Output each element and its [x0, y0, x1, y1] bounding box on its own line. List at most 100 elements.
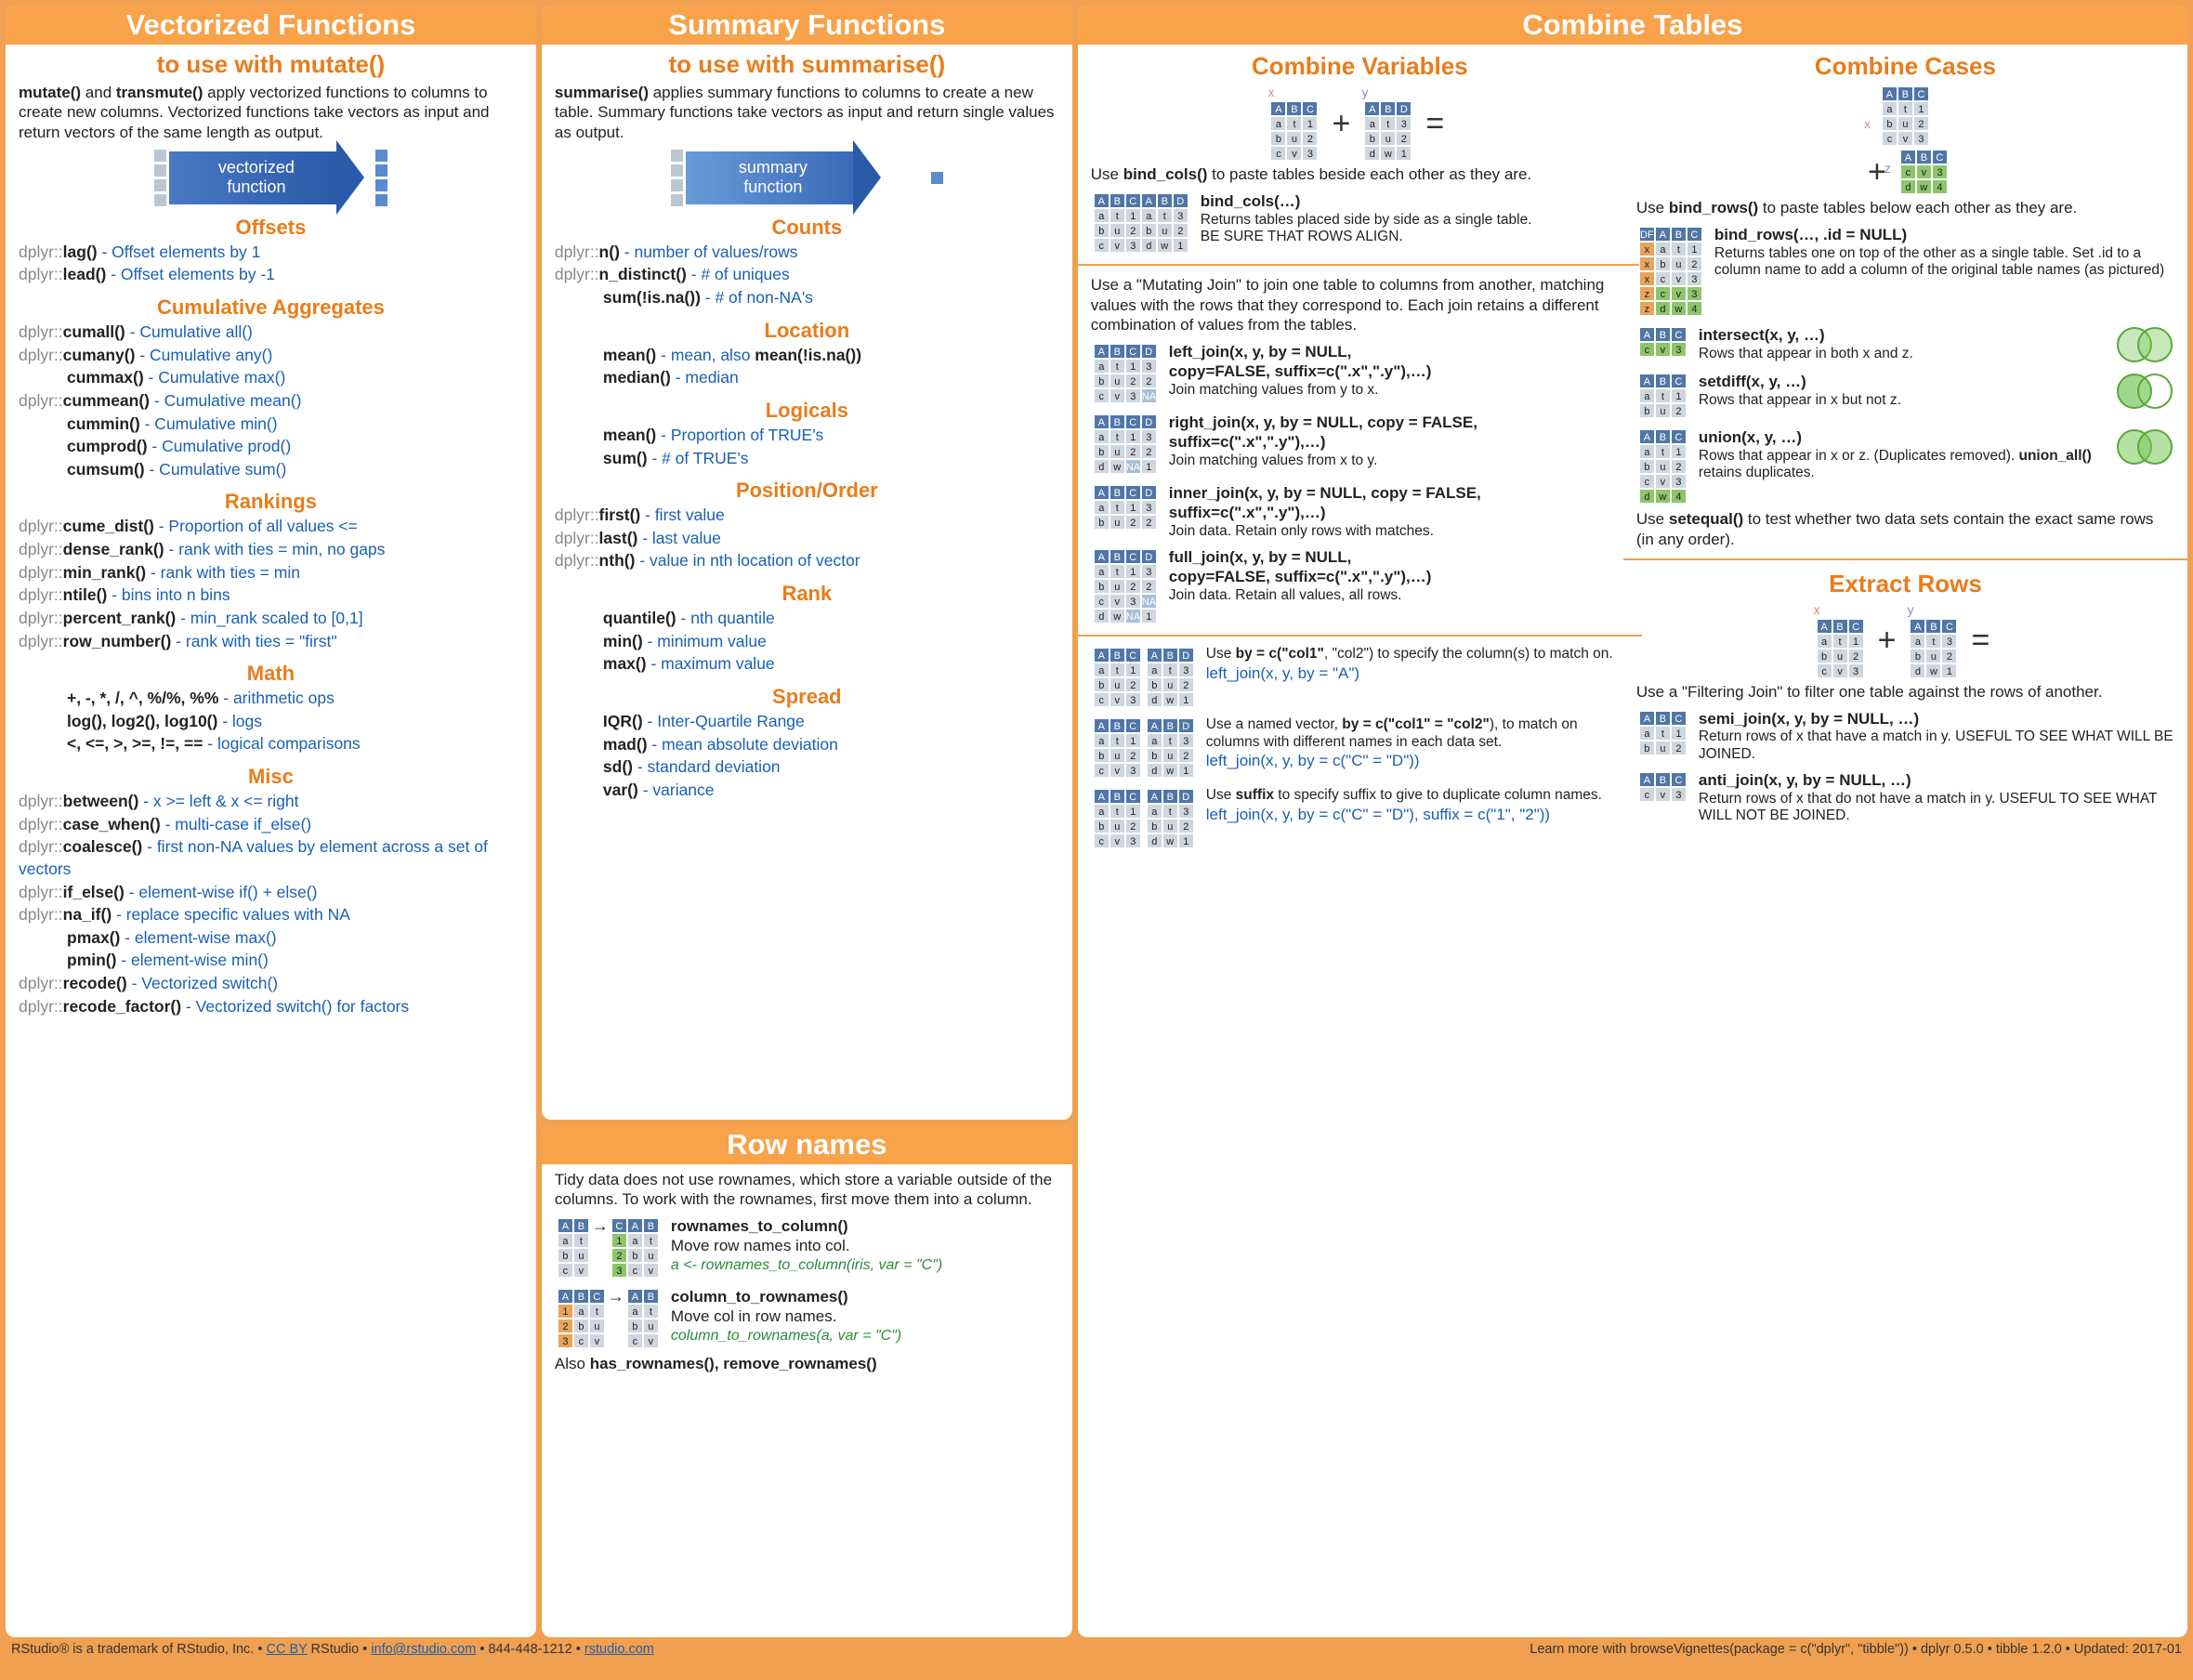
list-item: dplyr::min_rank() - rank with ties = min	[19, 562, 523, 584]
cc-by-link[interactable]: CC BY	[266, 1642, 307, 1657]
fn-summarise: summarise()	[555, 84, 649, 101]
mini-table: ABatbucv	[558, 1218, 589, 1278]
arrow: summary function	[686, 151, 853, 204]
list-item: sd() - standard deviation	[555, 756, 1059, 779]
list-item: +, -, *, /, ^, %/%, %% - arithmetic ops	[19, 688, 523, 710]
fn-has-rownames: has_rownames(), remove_rownames()	[590, 1355, 877, 1372]
panel-title: Summary Functions	[542, 6, 1072, 45]
mini-table: ABDat3bu2dw1	[1364, 101, 1412, 161]
list-item: dplyr::n() - number of values/rows	[555, 242, 1059, 264]
section-heading: Rank	[555, 582, 1059, 606]
list-item: cumsum() - Cumulative sum()	[19, 459, 523, 481]
list-item: mean() - mean, also mean(!is.na())	[555, 345, 1059, 367]
mini-table: ABC1at2bu3cv	[558, 1289, 605, 1348]
list-item: dplyr::between() - x >= left & x <= righ…	[19, 791, 523, 813]
list-item: mean() - Proportion of TRUE's	[555, 425, 1059, 447]
list-item: dplyr::last() - last value	[555, 528, 1059, 550]
mini-table: ABDat3bu2dw1	[1147, 789, 1194, 848]
list-item: cummin() - Cumulative min()	[19, 413, 523, 436]
list-item: median() - median	[555, 367, 1059, 389]
site-link[interactable]: rstudio.com	[584, 1642, 654, 1657]
list-item: dplyr::lead() - Offset elements by -1	[19, 264, 523, 286]
list-item: max() - maximum value	[555, 653, 1059, 676]
mini-table: ABCcv3	[1639, 327, 1687, 357]
venn-icon	[2115, 325, 2174, 364]
mini-table: ABCat3bu2dw1	[1910, 619, 1957, 678]
section-heading: Offsets	[19, 216, 523, 240]
fn-transmute: transmute()	[116, 84, 204, 101]
list-item: quantile() - nth quantile	[555, 608, 1059, 630]
col-combine: Combine Tables Combine Variables xABCat1…	[1078, 6, 2187, 1637]
mini-table: ABCDat13bu22	[1094, 485, 1157, 530]
list-item: dplyr::if_else() - element-wise if() + e…	[19, 882, 523, 904]
venn-icon	[2115, 372, 2174, 411]
venn-icon	[2115, 427, 2174, 466]
panel-title: Row names	[542, 1125, 1072, 1164]
by-spec-row: ABCat1bu2cv3ABDat3bu2dw1 Use suffix to s…	[1091, 787, 1629, 850]
panel-title: Vectorized Functions	[6, 6, 536, 45]
mini-table: ABDat3bu2dw1	[1147, 648, 1194, 707]
section-heading: Spread	[555, 685, 1059, 709]
set-op-row: ABCat1bu2 setdiff(x, y, …)Rows that appe…	[1636, 372, 2174, 420]
mini-table: ABCat1bu2cv3	[1094, 648, 1141, 707]
fn-column-to-rownames: column_to_rownames()	[671, 1287, 1059, 1306]
panel-vectorized: Vectorized Functions to use with mutate(…	[6, 6, 536, 1637]
blurb: mutate() and transmute() apply vectorize…	[19, 83, 523, 142]
set-op-row: ABCcv3 intersect(x, y, …)Rows that appea…	[1636, 325, 2174, 364]
list-item: dplyr::cumany() - Cumulative any()	[19, 345, 523, 367]
rownames-to-column: ABatbucv→CAB1at2bu3cv rownames_to_column…	[555, 1216, 1059, 1280]
mini-table: ABCcv3	[1639, 772, 1687, 802]
list-item: var() - variance	[555, 780, 1059, 802]
mini-table: ABCcv3dw4	[1900, 150, 1948, 194]
by-spec-row: ABCat1bu2cv3ABDat3bu2dw1 Use a named vec…	[1091, 716, 1629, 780]
mini-table: ABCat1bu2cv3dw4	[1639, 429, 1687, 504]
list-item: cumprod() - Cumulative prod()	[19, 436, 523, 458]
list-item: <, <=, >, >=, !=, == - logical compariso…	[19, 733, 523, 755]
table-equation: xABCat1bu2cv3 + yABDat3bu2dw1 =	[1091, 85, 1629, 163]
list-item: dplyr::lag() - Offset elements by 1	[19, 242, 523, 264]
list-item: dplyr::cummean() - Cumulative mean()	[19, 390, 523, 413]
section-heading: Location	[555, 319, 1059, 343]
mini-table: ABCat1bu2	[1639, 711, 1687, 755]
list-item: dplyr::case_when() - multi-case if_else(…	[19, 814, 523, 836]
arrow-diagram: vectorized function	[19, 150, 523, 206]
column-to-rownames: ABC1at2bu3cv→ABatbucv column_to_rownames…	[555, 1287, 1059, 1350]
section-heading: Position/Order	[555, 479, 1059, 503]
mini-table: ABCDat13bu22dwNA1	[1094, 414, 1157, 474]
list-item: mad() - mean absolute deviation	[555, 734, 1059, 756]
subheading: Combine Cases	[1636, 52, 2174, 81]
col-vectorized: Vectorized Functions to use with mutate(…	[6, 6, 536, 1637]
section-heading: Cumulative Aggregates	[19, 295, 523, 320]
page-grid: Vectorized Functions to use with mutate(…	[6, 6, 2187, 1637]
list-item: sum() - # of TRUE's	[555, 448, 1059, 470]
mini-table: CAB1at2bu3cv	[611, 1218, 659, 1278]
panel-subtitle: to use with summarise()	[555, 50, 1059, 79]
list-item: IQR() - Inter-Quartile Range	[555, 711, 1059, 733]
mini-table: ABCat1bu2	[1639, 374, 1687, 418]
set-op-row: ABCat1bu2cv3dw4 union(x, y, …)Rows that …	[1636, 427, 2174, 505]
col-summary: Summary Functions to use with summarise(…	[542, 6, 1072, 1637]
fn-bind-cols: bind_cols()	[1123, 165, 1208, 183]
mini-table: ABCat1bu2cv3	[1882, 86, 1929, 146]
list-item: dplyr::recode() - Vectorized switch()	[19, 973, 523, 995]
list-item: dplyr::na_if() - replace specific values…	[19, 904, 523, 926]
section-heading: Math	[19, 662, 523, 686]
panel-rownames: Row names Tidy data does not use rowname…	[542, 1125, 1072, 1637]
list-item: dplyr::ntile() - bins into n bins	[19, 584, 523, 607]
email-link[interactable]: info@rstudio.com	[371, 1642, 476, 1657]
list-item: dplyr::cume_dist() - Proportion of all v…	[19, 516, 523, 538]
mini-table: ABCat1bu2cv3	[1270, 101, 1318, 161]
fn-anti-join: anti_join(x, y, by = NULL, …)	[1699, 770, 2174, 790]
join-row: ABCDat13bu22dwNA1 right_join(x, y, by = …	[1091, 413, 1629, 476]
panel-title: Combine Tables	[1078, 6, 2187, 45]
list-item: dplyr::percent_rank() - min_rank scaled …	[19, 608, 523, 630]
panel-combine: Combine Tables Combine Variables xABCat1…	[1078, 6, 2187, 1637]
footer-right: Learn more with browseVignettes(package …	[1530, 1642, 2182, 1657]
mini-table: ABDat3bu2dw1	[1147, 718, 1194, 778]
section-heading: Misc	[19, 765, 523, 789]
mini-table: ABCDat13bu22cv3NAdwNA1	[1094, 549, 1157, 623]
mini-table: ABatbucv	[627, 1289, 659, 1348]
mini-table: ABCABDat1at3bu2bu2cv3dw1	[1094, 193, 1188, 253]
footer-left: RStudio® is a trademark of RStudio, Inc.…	[11, 1642, 654, 1657]
arrow: vectorized function	[169, 151, 336, 204]
